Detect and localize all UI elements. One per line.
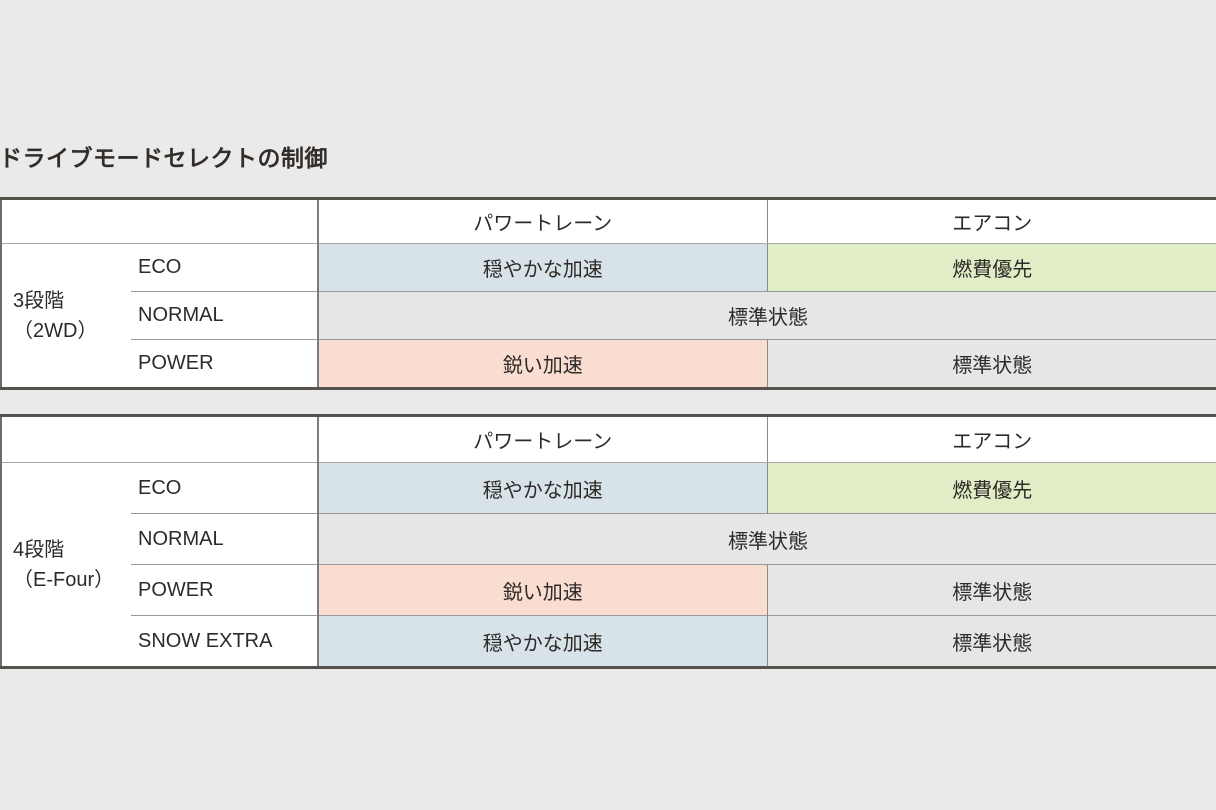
header-row: パワートレーン エアコン (1, 415, 1216, 463)
group-label-line1: 3段階 (13, 289, 65, 312)
mode-cell-eco: ECO (131, 462, 319, 514)
column-header-aircon: エアコン (767, 198, 1216, 244)
row-snow-extra: SNOW EXTRA 穏やかな加速 標準状態 (1, 615, 1216, 668)
group-label-cell: 4段階 （E-Four） (1, 462, 131, 668)
row-eco: 4段階 （E-Four） ECO 穏やかな加速 燃費優先 (1, 462, 1216, 668)
mode-cell-eco: ECO (131, 243, 319, 292)
powertrain-value-cell: 穏やかな加速 (318, 462, 768, 514)
group-label-line2: （2WD） (13, 319, 98, 342)
header-row: パワートレーン エアコン (1, 198, 1216, 244)
row-normal: NORMAL 標準状態 (1, 291, 1216, 340)
drive-mode-table-2wd: パワートレーン エアコン 3段階 （2WD） ECO 穏やかな加速 燃費優先 N… (0, 197, 1216, 390)
column-header-powertrain: パワートレーン (318, 198, 768, 244)
column-header-aircon: エアコン (767, 415, 1216, 463)
merged-value-cell: 標準状態 (318, 291, 1216, 340)
powertrain-value-cell: 鋭い加速 (318, 564, 768, 616)
powertrain-value-cell: 穏やかな加速 (318, 243, 768, 292)
aircon-value-cell: 標準状態 (767, 564, 1216, 616)
row-power: POWER 鋭い加速 標準状態 (1, 339, 1216, 389)
aircon-value-cell: 標準状態 (767, 615, 1216, 668)
aircon-value-cell: 燃費優先 (767, 243, 1216, 292)
mode-cell-power: POWER (131, 564, 319, 616)
merged-value-cell: 標準状態 (318, 513, 1216, 565)
corner-cell (1, 415, 319, 463)
mode-cell-power: POWER (131, 339, 319, 389)
row-normal: NORMAL 標準状態 (1, 513, 1216, 565)
group-label-line2: （E-Four） (13, 568, 115, 591)
aircon-value-cell: 標準状態 (767, 339, 1216, 389)
powertrain-value-cell: 穏やかな加速 (318, 615, 768, 668)
mode-cell-normal: NORMAL (131, 291, 319, 340)
corner-cell (1, 198, 319, 244)
mode-cell-snow-extra: SNOW EXTRA (131, 615, 319, 668)
row-eco: 3段階 （2WD） ECO 穏やかな加速 燃費優先 (1, 243, 1216, 389)
group-label-cell: 3段階 （2WD） (1, 243, 131, 389)
mode-cell-normal: NORMAL (131, 513, 319, 565)
aircon-value-cell: 燃費優先 (767, 462, 1216, 514)
drive-mode-table-efour: パワートレーン エアコン 4段階 （E-Four） ECO 穏やかな加速 燃費優… (0, 414, 1216, 669)
powertrain-value-cell: 鋭い加速 (318, 339, 768, 389)
group-label-line1: 4段階 (13, 538, 65, 561)
row-power: POWER 鋭い加速 標準状態 (1, 564, 1216, 616)
page-title: ドライブモードセレクトの制御 (0, 145, 328, 171)
column-header-powertrain: パワートレーン (318, 415, 768, 463)
